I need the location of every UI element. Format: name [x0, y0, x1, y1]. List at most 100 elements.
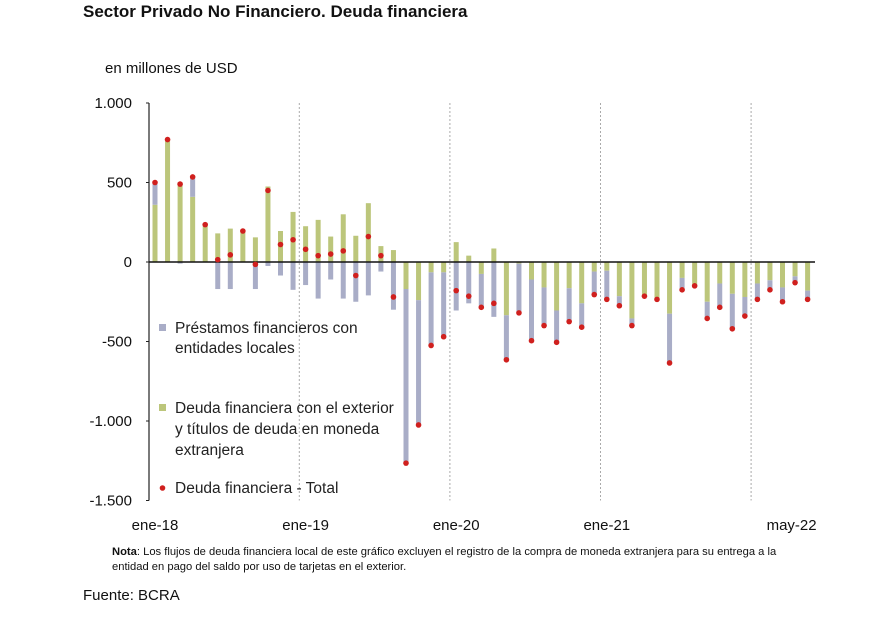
total-point	[716, 304, 723, 311]
legend-label: Deuda financiera - Total	[175, 480, 338, 497]
prestamos-bar	[315, 262, 321, 299]
exterior-bar	[478, 262, 484, 274]
prestamos-bar	[780, 287, 785, 302]
exterior-bar	[767, 262, 773, 281]
prestamos-bar	[278, 262, 283, 276]
chart-title: Sector Privado No Financiero. Deuda fina…	[83, 2, 468, 21]
exterior-bar	[265, 186, 271, 262]
y-tick-label: 0	[124, 254, 132, 271]
exterior-bar	[227, 228, 233, 262]
total-point	[340, 248, 347, 254]
exterior-bar	[704, 262, 710, 302]
legend-label: Préstamos financieros con	[175, 320, 358, 337]
prestamos-bar	[704, 301, 710, 319]
total-point	[302, 246, 309, 253]
source-label: Fuente: BCRA	[83, 587, 180, 604]
prestamos-bar	[441, 272, 447, 337]
total-point	[202, 221, 208, 228]
prestamos-bar	[805, 290, 811, 300]
exterior-bar	[365, 203, 371, 262]
total-point	[729, 325, 736, 332]
total-point	[528, 337, 535, 344]
legend-swatch	[159, 404, 166, 411]
exterior-bar	[591, 262, 597, 272]
total-point	[440, 333, 447, 340]
exterior-bar	[780, 262, 785, 288]
total-point	[390, 294, 397, 300]
exterior-bar	[353, 235, 359, 262]
prestamos-bar	[541, 287, 547, 326]
legend-swatch	[159, 324, 166, 331]
total-point	[290, 236, 296, 243]
total-point	[177, 181, 183, 187]
prestamos-bar	[579, 303, 585, 328]
exterior-bar	[252, 237, 258, 262]
exterior-bar	[491, 248, 497, 262]
prestamos-bar	[303, 262, 309, 286]
total-point	[491, 300, 497, 307]
exterior-bar	[453, 242, 459, 262]
total-point	[214, 256, 221, 263]
exterior-bar	[729, 262, 735, 294]
x-tick-label: ene-18	[132, 517, 179, 534]
exterior-bar	[529, 262, 534, 280]
exterior-bar	[466, 255, 472, 262]
total-point	[578, 324, 585, 330]
prestamos-bar	[717, 283, 723, 308]
total-point	[315, 252, 321, 259]
prestamos-bar	[328, 262, 334, 280]
exterior-bar	[566, 262, 572, 289]
prestamos-bar	[227, 262, 233, 290]
exterior-bar	[390, 250, 396, 262]
prestamos-bar	[516, 263, 522, 313]
total-point	[265, 187, 271, 194]
total-point	[604, 296, 610, 303]
exterior-bar	[403, 262, 409, 290]
prestamos-bar	[491, 262, 497, 317]
prestamos-bar	[554, 310, 560, 343]
prestamos-bar	[629, 318, 635, 326]
prestamos-bar	[365, 262, 371, 296]
prestamos-bar	[679, 277, 685, 290]
y-tick-label: -1.500	[89, 493, 132, 510]
exterior-bar	[428, 262, 434, 273]
prestamos-bar	[252, 262, 258, 290]
prestamos-bar	[667, 313, 673, 363]
total-point	[742, 313, 748, 319]
total-point	[240, 228, 246, 234]
prestamos-bar	[591, 271, 597, 295]
exterior-bar	[667, 262, 673, 314]
prestamos-bar	[616, 296, 622, 306]
total-point	[616, 302, 623, 309]
total-point	[516, 310, 522, 316]
total-point	[164, 136, 171, 143]
total-point	[804, 296, 811, 303]
exterior-bar	[679, 262, 685, 278]
exterior-bar	[654, 262, 660, 300]
total-point	[553, 339, 560, 346]
legend-label: y títulos de deuda en moneda	[175, 421, 380, 438]
exterior-bar	[202, 224, 208, 262]
total-point	[704, 315, 710, 322]
exterior-bar	[754, 262, 760, 284]
exterior-bar	[516, 262, 522, 264]
exterior-bar	[152, 204, 158, 262]
legend-label: extranjera	[175, 442, 244, 459]
total-point	[277, 241, 284, 248]
prestamos-bar	[566, 288, 572, 322]
total-point	[465, 293, 472, 299]
total-point	[353, 272, 359, 279]
total-point	[591, 291, 598, 298]
exterior-bar	[215, 233, 221, 262]
prestamos-bar	[190, 176, 196, 197]
exterior-bar	[541, 262, 547, 288]
total-point	[767, 287, 773, 293]
exterior-bar	[416, 262, 422, 301]
prestamos-bar	[767, 280, 773, 290]
legend-label: entidades locales	[175, 340, 295, 357]
total-point	[641, 293, 648, 299]
y-tick-label: -500	[102, 334, 132, 351]
exterior-bar	[165, 139, 171, 262]
exterior-bar	[692, 262, 698, 286]
